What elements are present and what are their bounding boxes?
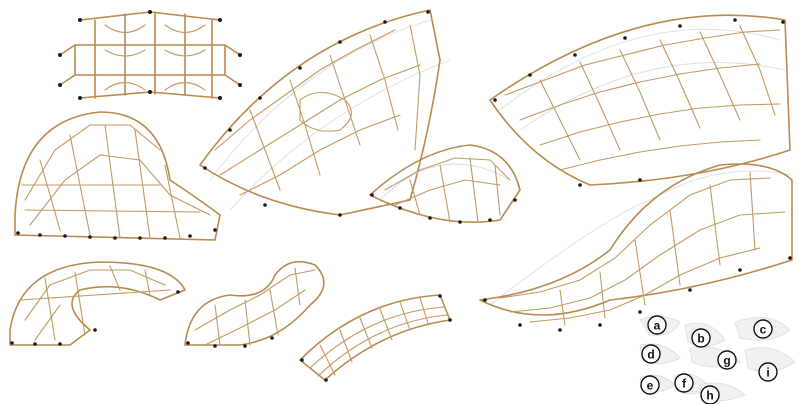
legend-circle — [758, 362, 778, 382]
legend-letter: b — [697, 332, 704, 346]
legend-letter: g — [723, 354, 730, 368]
open-shell-model — [199, 9, 451, 217]
legend-label-a: a — [647, 315, 667, 335]
footprint-i — [744, 347, 796, 373]
twisted-shell-model — [369, 144, 521, 224]
legend-label-g: g — [717, 350, 737, 370]
large-dome-model — [489, 14, 791, 187]
legend-circle — [717, 350, 737, 370]
legend-circle — [640, 375, 660, 395]
legend-label-f: f — [674, 373, 694, 393]
legend-label-c: c — [753, 319, 773, 339]
legend-letter: f — [682, 377, 687, 391]
legend-label-d: d — [641, 344, 661, 364]
legend-circle — [753, 319, 773, 339]
legend-circle — [700, 385, 720, 404]
legend-letter: i — [766, 366, 769, 380]
legend-label-i: i — [758, 362, 778, 382]
legend-circle — [691, 328, 711, 348]
barrel-vault-model — [299, 294, 452, 382]
wave-shell-model — [479, 163, 793, 332]
plan-legend: a b c d g i e f h — [639, 315, 796, 404]
legend-circle — [647, 315, 667, 335]
legend-letter: e — [647, 379, 654, 393]
legend-circle — [674, 373, 694, 393]
hourglass-model — [184, 260, 325, 348]
legend-circle — [641, 344, 661, 364]
dome-tail-model — [14, 111, 221, 241]
flat-lattice-model — [58, 10, 242, 100]
legend-label-h: h — [700, 385, 720, 404]
legend-letter: h — [706, 389, 713, 403]
legend-letter: d — [647, 348, 654, 362]
legend-letter: a — [654, 319, 661, 333]
legend-letter: c — [760, 323, 767, 337]
spiral-ring-model — [9, 261, 186, 346]
legend-label-e: e — [640, 375, 660, 395]
legend-label-b: b — [691, 328, 711, 348]
